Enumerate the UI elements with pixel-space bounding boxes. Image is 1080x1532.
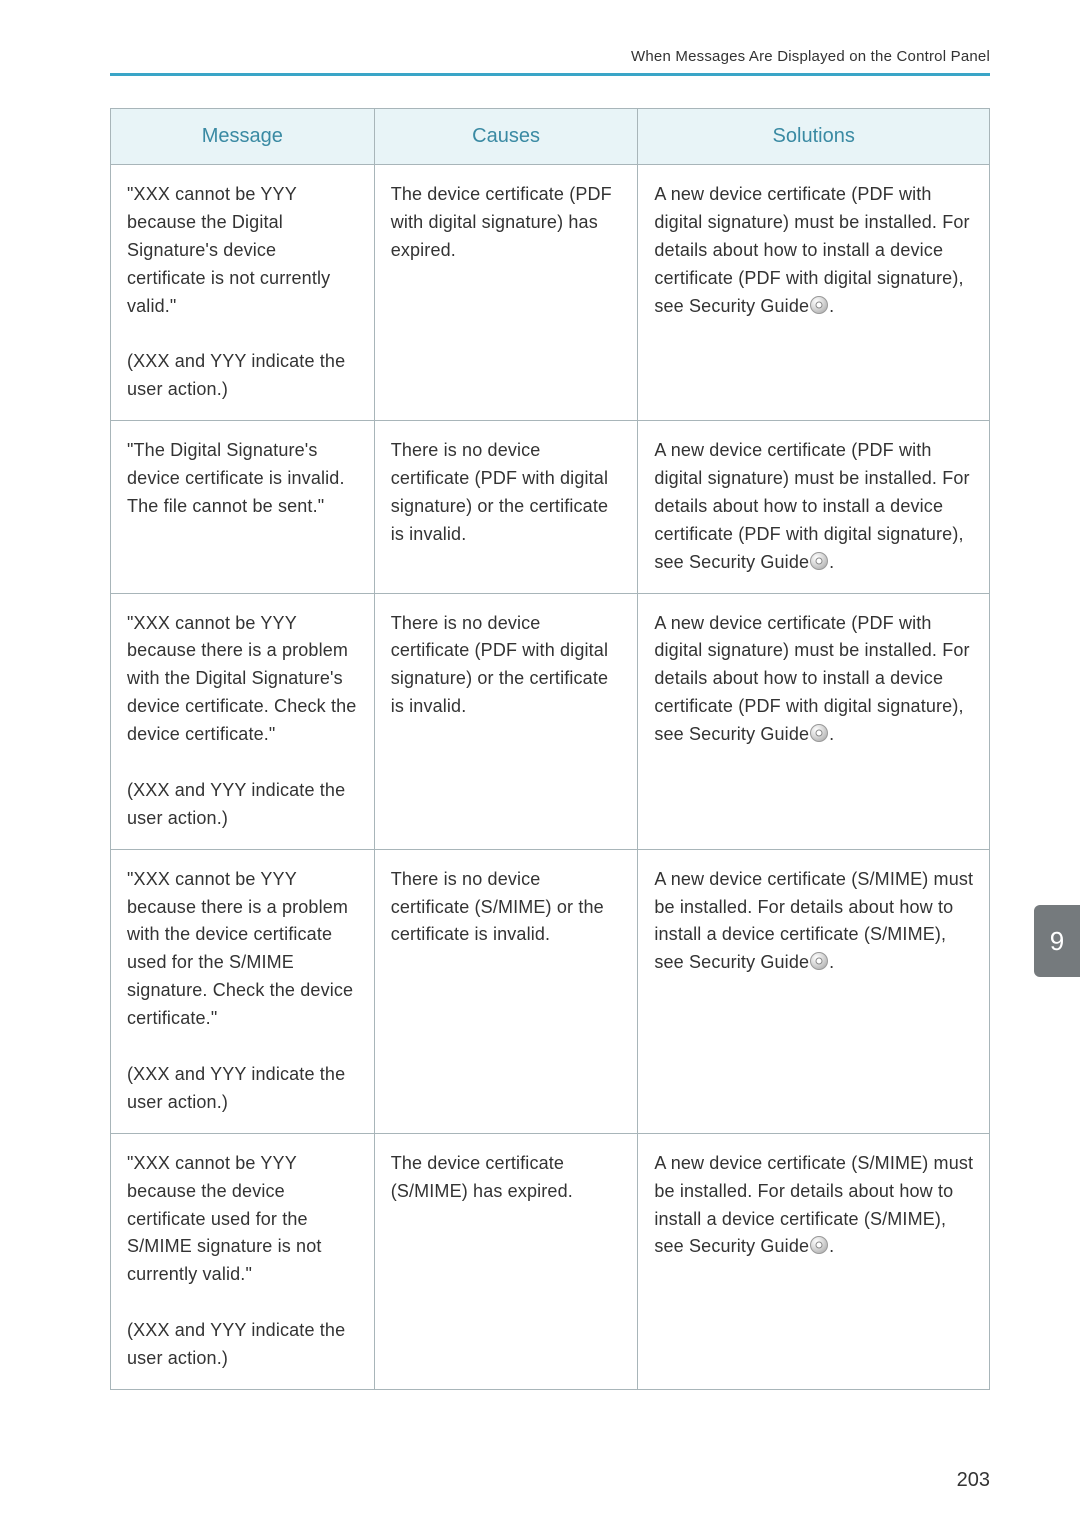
cell-message: "XXX cannot be YYY because there is a pr… xyxy=(111,593,375,849)
col-header-solutions: Solutions xyxy=(638,109,990,165)
disc-icon xyxy=(810,724,828,742)
solutions-text-post: . xyxy=(829,952,834,972)
disc-icon xyxy=(810,1236,828,1254)
cell-solutions: A new device certificate (S/MIME) must b… xyxy=(638,849,990,1133)
cell-solutions: A new device certificate (PDF with digit… xyxy=(638,593,990,849)
solutions-text-post: . xyxy=(829,296,834,316)
cell-solutions: A new device certificate (S/MIME) must b… xyxy=(638,1133,990,1389)
cell-message: "The Digital Signature's device certific… xyxy=(111,421,375,593)
disc-icon xyxy=(810,952,828,970)
table-row: "The Digital Signature's device certific… xyxy=(111,421,990,593)
cell-causes: There is no device certificate (PDF with… xyxy=(374,421,638,593)
chapter-tab: 9 xyxy=(1034,905,1080,977)
cell-message: "XXX cannot be YYY because there is a pr… xyxy=(111,849,375,1133)
cell-message: "XXX cannot be YYY because the device ce… xyxy=(111,1133,375,1389)
col-header-causes: Causes xyxy=(374,109,638,165)
cell-solutions: A new device certificate (PDF with digit… xyxy=(638,165,990,421)
running-header: When Messages Are Displayed on the Contr… xyxy=(110,48,990,76)
cell-causes: There is no device certificate (PDF with… xyxy=(374,593,638,849)
solutions-text: A new device certificate (PDF with digit… xyxy=(654,440,969,572)
cell-solutions: A new device certificate (PDF with digit… xyxy=(638,421,990,593)
messages-table: Message Causes Solutions "XXX cannot be … xyxy=(110,108,990,1390)
solutions-text: A new device certificate (PDF with digit… xyxy=(654,613,969,745)
table-row: "XXX cannot be YYY because the device ce… xyxy=(111,1133,990,1389)
table-header-row: Message Causes Solutions xyxy=(111,109,990,165)
solutions-text: A new device certificate (PDF with digit… xyxy=(654,184,969,316)
cell-causes: The device certificate (PDF with digital… xyxy=(374,165,638,421)
solutions-text-post: . xyxy=(829,1236,834,1256)
table-body: "XXX cannot be YYY because the Digital S… xyxy=(111,165,990,1390)
cell-causes: There is no device certificate (S/MIME) … xyxy=(374,849,638,1133)
table-row: "XXX cannot be YYY because the Digital S… xyxy=(111,165,990,421)
disc-icon xyxy=(810,552,828,570)
page-content: When Messages Are Displayed on the Contr… xyxy=(0,0,1080,1430)
table-row: "XXX cannot be YYY because there is a pr… xyxy=(111,849,990,1133)
disc-icon xyxy=(810,296,828,314)
page-number: 203 xyxy=(957,1469,990,1492)
col-header-message: Message xyxy=(111,109,375,165)
solutions-text-post: . xyxy=(829,724,834,744)
cell-causes: The device certificate (S/MIME) has expi… xyxy=(374,1133,638,1389)
table-row: "XXX cannot be YYY because there is a pr… xyxy=(111,593,990,849)
solutions-text-post: . xyxy=(829,552,834,572)
cell-message: "XXX cannot be YYY because the Digital S… xyxy=(111,165,375,421)
